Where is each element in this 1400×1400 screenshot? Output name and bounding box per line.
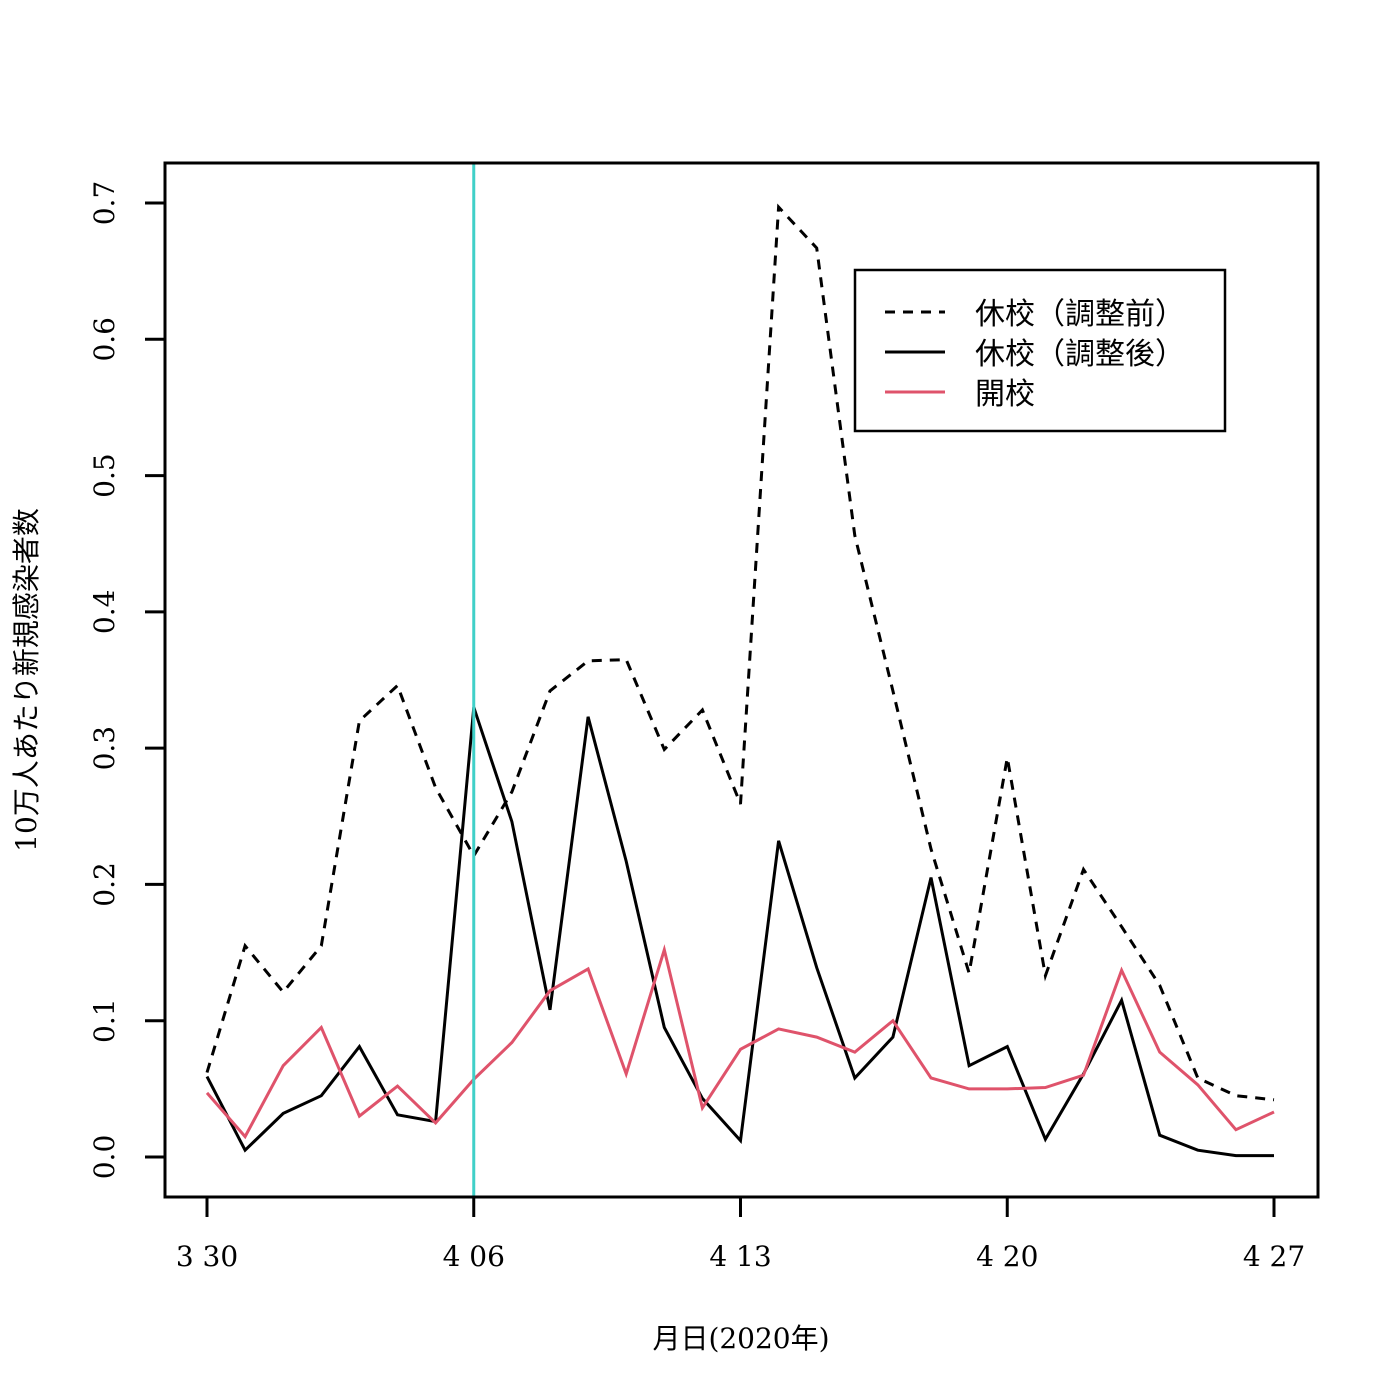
series-line-2: [205, 944, 1275, 1140]
legend-label-series-1: 休校（調整後）: [975, 337, 1185, 372]
x-tick-label-2: 4 13: [709, 1240, 771, 1273]
x-axis-label: 月日(2020年): [652, 1322, 829, 1355]
x-tick-label-0: 3 30: [176, 1240, 238, 1273]
series-line-0: [205, 203, 1275, 1102]
legend-label-series-0: 休校（調整前）: [975, 297, 1185, 332]
series-line-1: [205, 706, 1274, 1158]
x-axis: 3 30 4 06 4 13 4 20 4 27: [176, 1195, 1305, 1273]
y-tick-label-0: 0.0: [88, 1135, 121, 1180]
y-axis: 0.0 0.1 0.2 0.3 0.4 0.5 0.6 0.7: [88, 181, 167, 1180]
legend-label-series-2: 開校: [975, 377, 1035, 412]
y-tick-label-1: 0.1: [88, 998, 121, 1043]
y-tick-label-6: 0.6: [88, 317, 121, 362]
x-tick-label-3: 4 20: [976, 1240, 1038, 1273]
x-tick-label-4: 4 27: [1243, 1240, 1305, 1273]
y-tick-label-5: 0.5: [88, 453, 121, 498]
legend: 休校（調整前） 休校（調整後） 開校: [853, 268, 1227, 433]
series-layer: [205, 203, 1275, 1158]
y-axis-label: 10万人あたり新規感染者数: [10, 508, 43, 852]
y-tick-label-3: 0.3: [88, 726, 121, 771]
y-tick-label-2: 0.2: [88, 862, 121, 907]
y-tick-label-4: 0.4: [88, 590, 121, 635]
x-tick-label-1: 4 06: [443, 1240, 505, 1273]
y-tick-label-7: 0.7: [88, 181, 121, 226]
